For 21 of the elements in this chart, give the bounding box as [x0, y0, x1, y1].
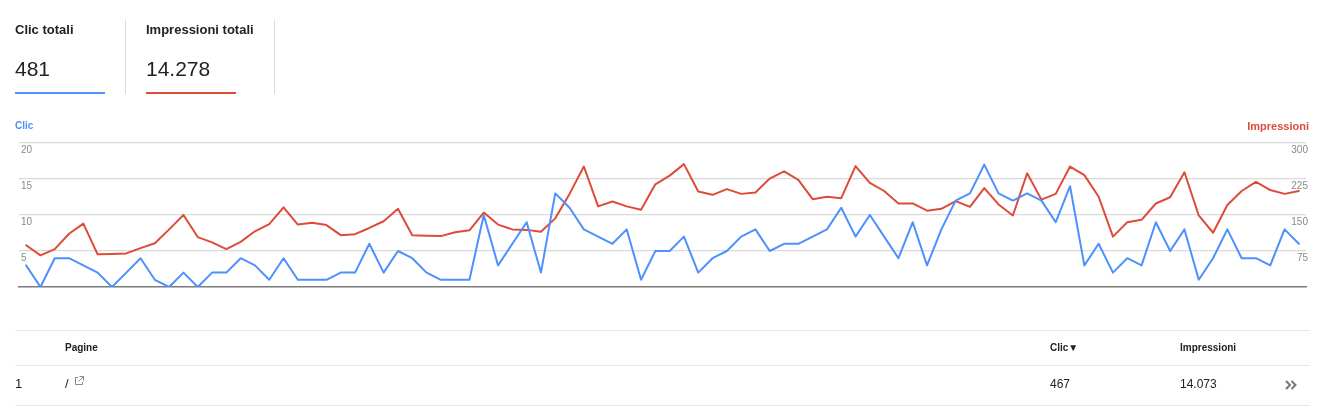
y-tick-label: 10 [21, 215, 33, 227]
category-label: Impressioni [1180, 341, 1237, 355]
text: 14.278 [146, 57, 211, 80]
category-label: Clic▼ [1050, 341, 1079, 355]
y2-tick-label: 75 [1296, 251, 1309, 263]
y-tick-label: 15 [21, 179, 33, 191]
y2-tick-label: 225 [1291, 179, 1309, 191]
text: 14.073 [1180, 377, 1217, 391]
y2-tick-label: 150 [1291, 215, 1309, 227]
category-label: Pagine [65, 341, 98, 355]
category-label: Impressioni totali [146, 22, 254, 37]
y2-axis-title: Impressioni [1247, 120, 1309, 132]
text: 1 [15, 376, 23, 391]
category-label: Clic totali [15, 22, 75, 37]
y-tick-label: 20 [21, 143, 33, 155]
y2-tick-label: 300 [1291, 143, 1309, 155]
text: 481 [15, 57, 51, 80]
text: 467 [1050, 377, 1071, 391]
y-axis-title: Clic [15, 120, 34, 132]
text: / [65, 376, 69, 391]
y-tick-label: 5 [21, 251, 27, 263]
